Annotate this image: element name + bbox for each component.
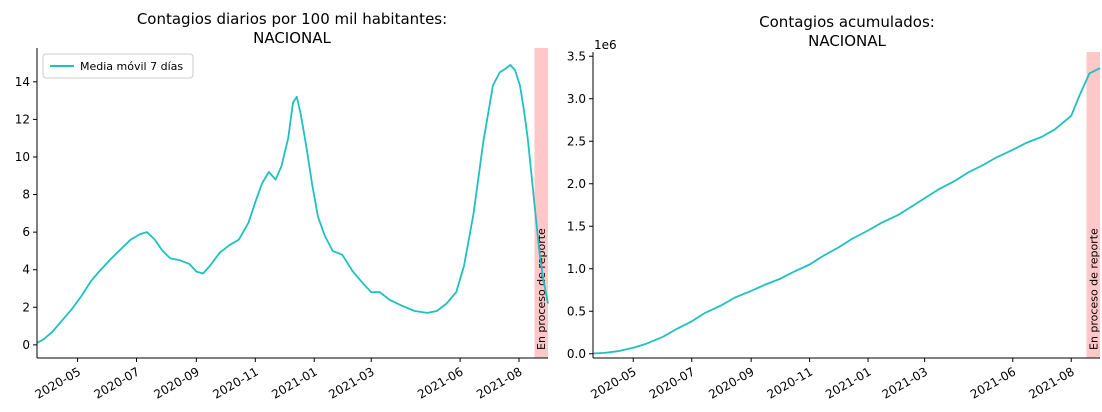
x-tick-label: 2021-08 bbox=[474, 364, 524, 401]
legend-box bbox=[42, 53, 194, 79]
y-tick-label: 3.0 bbox=[567, 92, 586, 106]
series-line bbox=[592, 67, 1101, 355]
reporting-label: En proceso de reporte bbox=[535, 228, 548, 350]
y-tick-label: 0 bbox=[22, 338, 30, 352]
y-tick-label: 6 bbox=[22, 225, 30, 239]
y-tick-label: 0.5 bbox=[567, 304, 586, 318]
y-tick-label: 4 bbox=[22, 263, 30, 277]
reporting-label: En proceso de reporte bbox=[1087, 228, 1100, 350]
y-tick-label: 2 bbox=[22, 300, 30, 314]
x-tick-label: 2021-03 bbox=[326, 364, 376, 401]
y-multiplier-label: 1e6 bbox=[594, 38, 617, 52]
y-tick-label: 0.0 bbox=[567, 347, 586, 361]
y-tick-label: 10 bbox=[15, 150, 30, 164]
y-tick-label: 2.0 bbox=[567, 177, 586, 191]
x-tick-label: 2020-09 bbox=[151, 364, 201, 401]
y-tick-label: 1.5 bbox=[567, 219, 586, 233]
x-tick-label: 2021-01 bbox=[269, 364, 319, 401]
reporting-shade bbox=[534, 48, 548, 358]
y-tick-label: 3.5 bbox=[567, 49, 586, 63]
x-tick-label: 2020-05 bbox=[588, 364, 638, 401]
x-tick-label: 2021-08 bbox=[1026, 364, 1076, 401]
x-tick-label: 2021-03 bbox=[880, 364, 930, 401]
legend-label: Media móvil 7 días bbox=[80, 60, 183, 73]
x-tick-label: 2020-07 bbox=[92, 364, 142, 401]
daily-title-line2: NACIONAL bbox=[253, 29, 331, 47]
x-tick-label: 2021-06 bbox=[968, 364, 1018, 401]
x-tick-label: 2021-01 bbox=[823, 364, 873, 401]
x-tick-label: 2020-07 bbox=[647, 364, 697, 401]
reporting-shade bbox=[1086, 52, 1100, 358]
x-tick-label: 2020-11 bbox=[210, 364, 260, 401]
y-tick-label: 8 bbox=[22, 188, 30, 202]
x-tick-label: 2021-06 bbox=[415, 364, 465, 401]
daily-legend: Media móvil 7 días bbox=[42, 53, 194, 79]
daily-title-line1: Contagios diarios por 100 mil habitantes… bbox=[137, 10, 447, 28]
cumulative-title-line2: NACIONAL bbox=[808, 32, 886, 50]
series-line bbox=[36, 64, 549, 344]
y-tick-label: 2.5 bbox=[567, 134, 586, 148]
x-tick-label: 2020-09 bbox=[706, 364, 756, 401]
y-tick-label: 1.0 bbox=[567, 262, 586, 276]
cumulative-cases-panel: Contagios acumulados: NACIONAL 1e6 En pr… bbox=[567, 13, 1101, 402]
daily-cases-panel: Contagios diarios por 100 mil habitantes… bbox=[15, 10, 549, 402]
x-tick-label: 2020-05 bbox=[33, 364, 83, 401]
y-tick-label: 12 bbox=[15, 112, 30, 126]
y-tick-label: 14 bbox=[15, 75, 30, 89]
cumulative-title-line1: Contagios acumulados: bbox=[759, 13, 935, 31]
x-tick-label: 2020-11 bbox=[765, 364, 815, 401]
